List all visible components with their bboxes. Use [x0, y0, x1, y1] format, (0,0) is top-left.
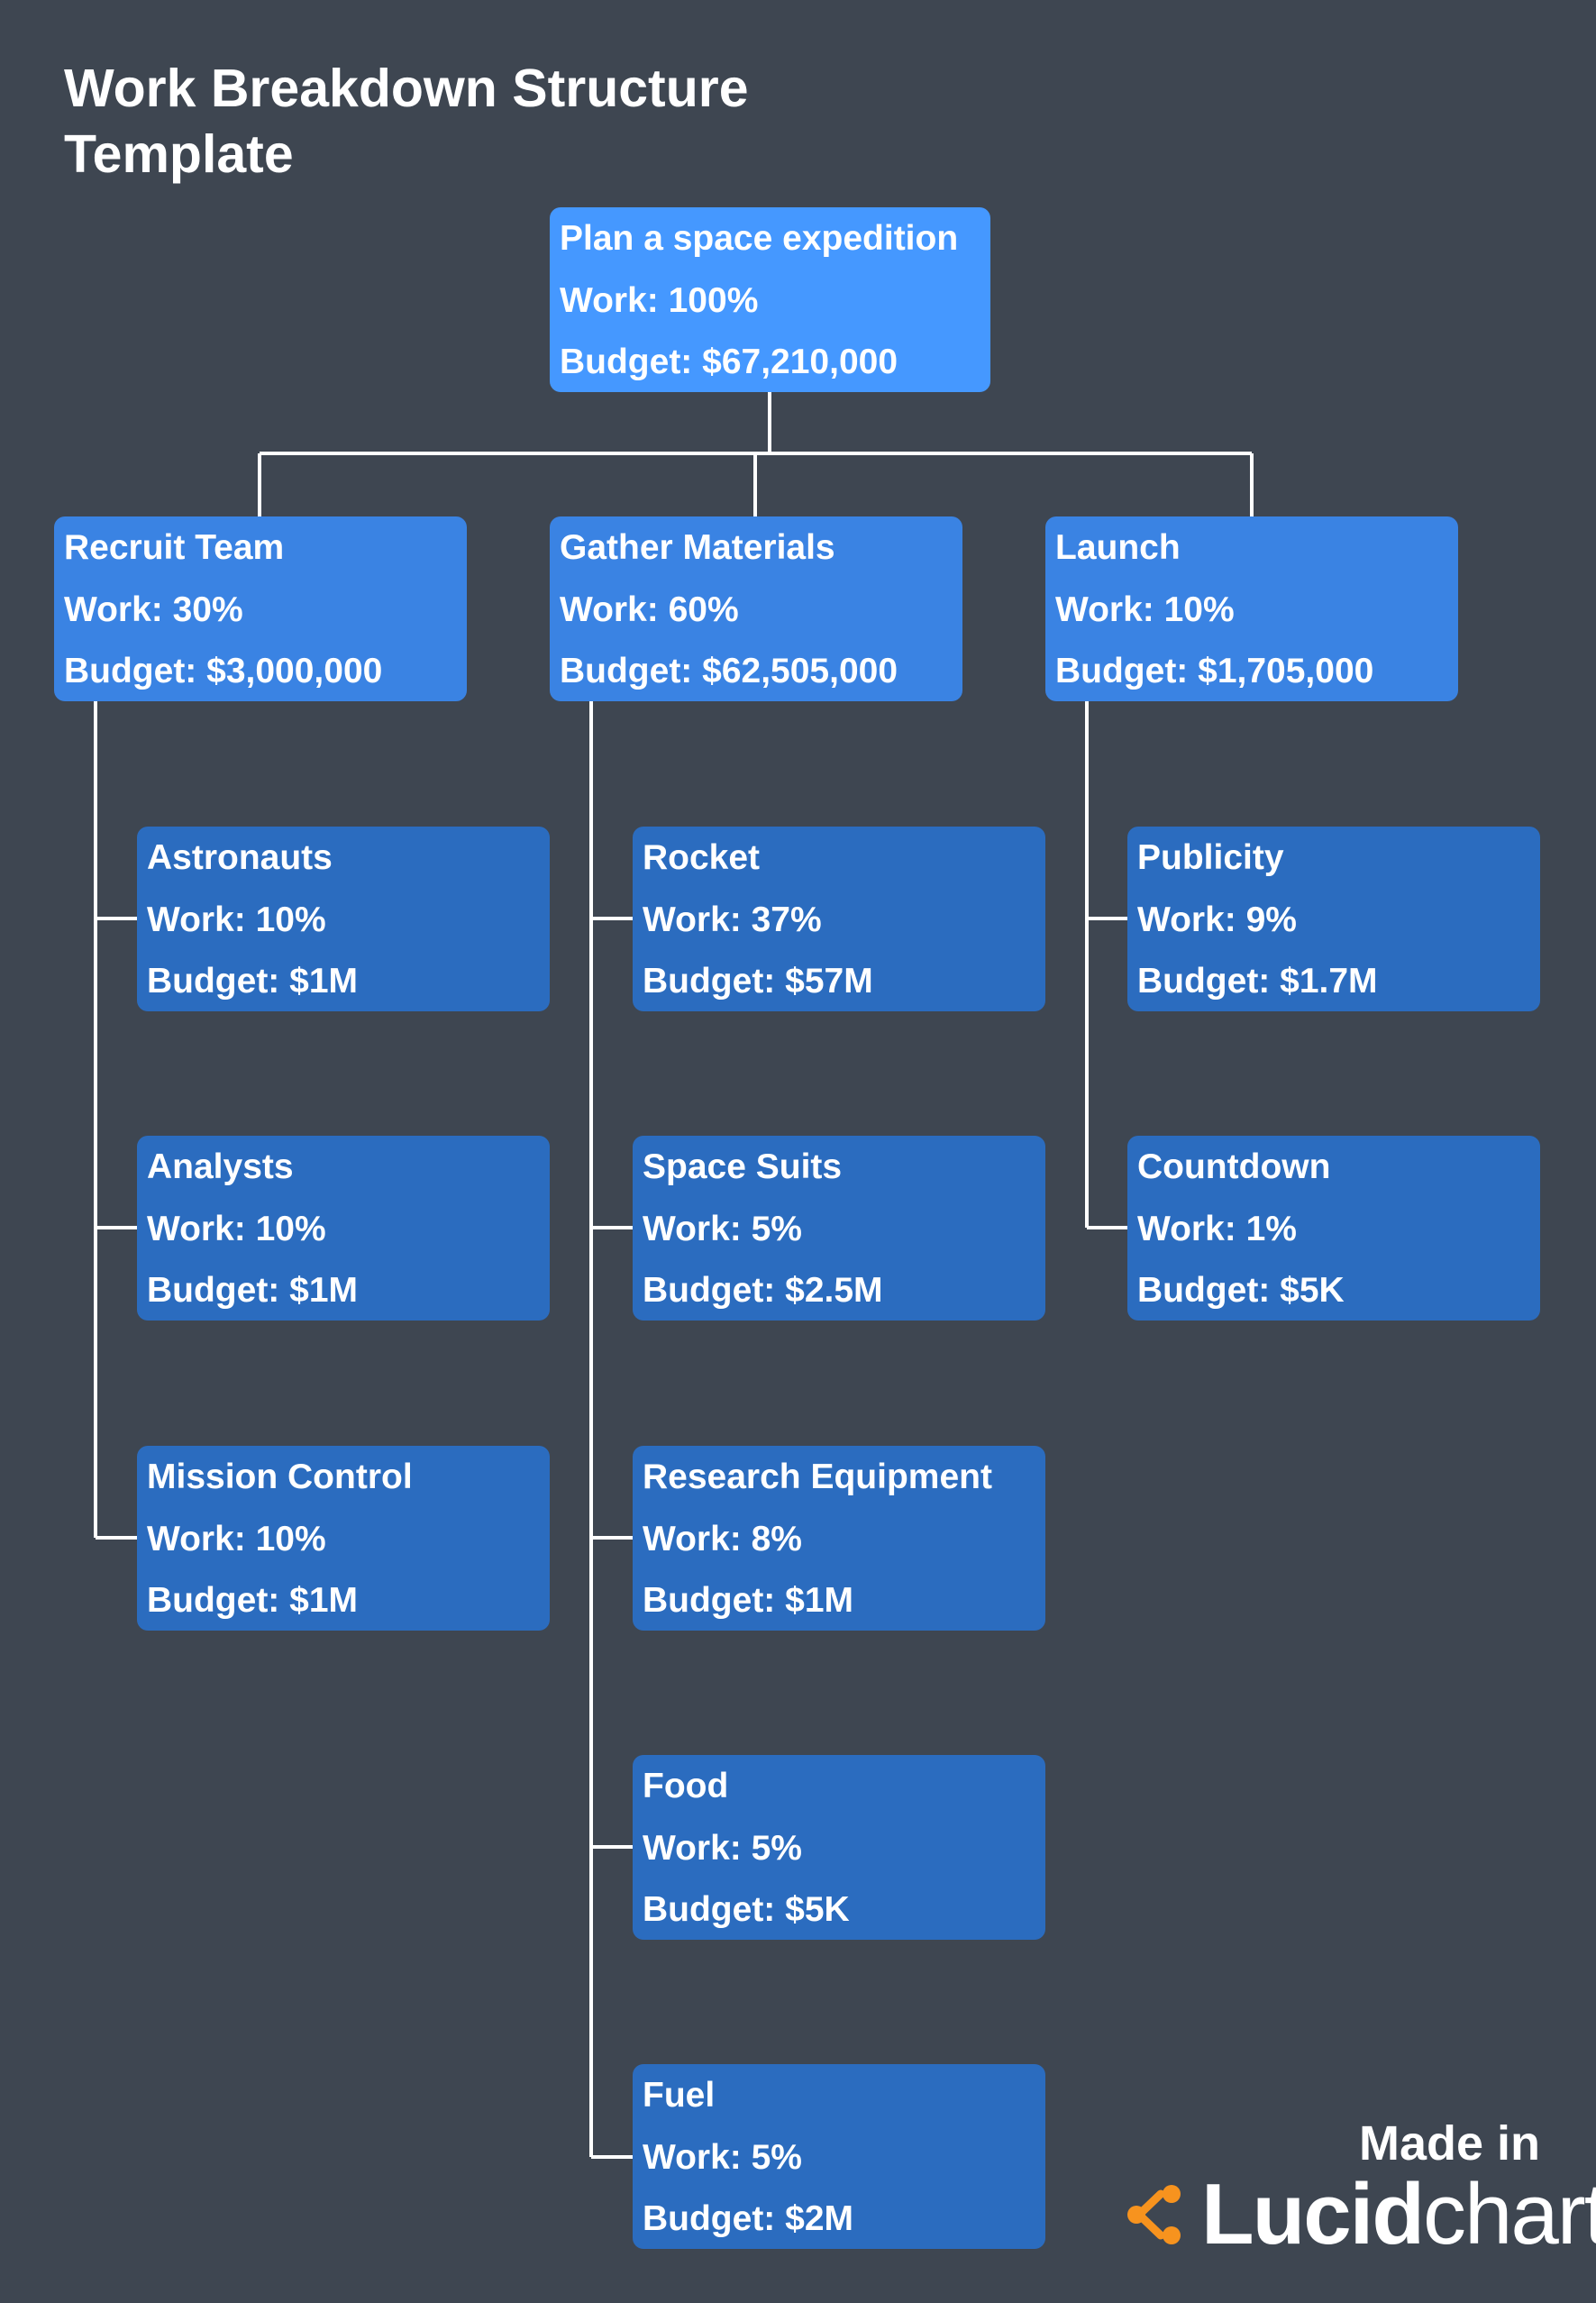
node-budget: Budget: $1M [147, 1581, 358, 1620]
wordmark-lucid: Lucid [1201, 2166, 1425, 2262]
node-name: Fuel [643, 2076, 716, 2115]
node-budget: Budget: $2.5M [643, 1271, 883, 1310]
wbs-node-recruit-team: Recruit Team Work: 30% Budget: $3,000,00… [54, 516, 467, 701]
wbs-node-research-equipment: Research Equipment Work: 8% Budget: $1M [633, 1446, 1045, 1631]
wbs-node-gather-materials: Gather Materials Work: 60% Budget: $62,5… [550, 516, 962, 701]
node-budget: Budget: $62,505,000 [560, 652, 898, 690]
node-budget: Budget: $67,210,000 [560, 343, 898, 381]
node-work: Work: 9% [1137, 900, 1297, 939]
node-name: Countdown [1137, 1147, 1331, 1186]
node-work: Work: 37% [643, 900, 822, 939]
wordmark-chart: chart [1422, 2166, 1596, 2262]
node-work: Work: 10% [147, 1209, 326, 1248]
node-name: Recruit Team [64, 528, 285, 567]
wbs-node-food: Food Work: 5% Budget: $5K [633, 1755, 1045, 1940]
node-budget: Budget: $2M [643, 2199, 853, 2238]
node-work: Work: 60% [560, 589, 739, 629]
wbs-node-astronauts: Astronauts Work: 10% Budget: $1M [137, 827, 550, 1011]
node-budget: Budget: $3,000,000 [64, 652, 383, 690]
node-work: Work: 8% [643, 1519, 802, 1558]
wbs-node-mission-control: Mission Control Work: 10% Budget: $1M [137, 1446, 550, 1631]
wbs-node-fuel: Fuel Work: 5% Budget: $2M [633, 2064, 1045, 2249]
node-name: Publicity [1137, 838, 1284, 877]
node-work: Work: 10% [147, 1519, 326, 1558]
wbs-node-space-suits: Space Suits Work: 5% Budget: $2.5M [633, 1136, 1045, 1321]
diagram-title: Work Breakdown Structure Template [64, 56, 749, 187]
node-name: Launch [1055, 528, 1181, 567]
wbs-node-analysts: Analysts Work: 10% Budget: $1M [137, 1136, 550, 1321]
node-budget: Budget: $57M [643, 962, 873, 1001]
made-in-lucidchart-badge[interactable]: Made in Lucidchart [1122, 2109, 1596, 2267]
node-work: Work: 5% [643, 2137, 802, 2177]
title-line-1: Work Breakdown Structure [64, 59, 749, 118]
wbs-root-node: Plan a space expedition Work: 100% Budge… [550, 207, 990, 392]
node-name: Food [643, 1767, 729, 1805]
wbs-node-launch: Launch Work: 10% Budget: $1,705,000 [1045, 516, 1458, 701]
node-name: Space Suits [643, 1147, 843, 1186]
node-budget: Budget: $5K [1137, 1271, 1345, 1310]
node-name: Gather Materials [560, 528, 835, 567]
node-name: Rocket [643, 838, 761, 877]
node-budget: Budget: $1.7M [1137, 962, 1378, 1001]
made-in-label: Made in [1358, 2116, 1540, 2170]
node-budget: Budget: $1M [643, 1581, 853, 1620]
wbs-node-countdown: Countdown Work: 1% Budget: $5K [1127, 1136, 1540, 1321]
lucidchart-logo-icon [1127, 2185, 1181, 2244]
node-budget: Budget: $5K [643, 1890, 850, 1929]
node-work: Work: 100% [560, 280, 759, 320]
node-name: Astronauts [147, 838, 333, 877]
node-name: Research Equipment [643, 1458, 992, 1496]
node-name: Analysts [147, 1147, 294, 1186]
node-name: Plan a space expedition [560, 219, 959, 258]
node-budget: Budget: $1M [147, 1271, 358, 1310]
title-line-2: Template [64, 124, 294, 184]
node-work: Work: 1% [1137, 1209, 1297, 1248]
node-work: Work: 10% [147, 900, 326, 939]
lucidchart-wordmark: Lucidchart [1201, 2165, 1596, 2264]
node-work: Work: 10% [1055, 589, 1235, 629]
node-budget: Budget: $1,705,000 [1055, 652, 1374, 690]
node-budget: Budget: $1M [147, 962, 358, 1001]
wbs-node-rocket: Rocket Work: 37% Budget: $57M [633, 827, 1045, 1011]
node-work: Work: 5% [643, 1828, 802, 1868]
node-work: Work: 5% [643, 1209, 802, 1248]
node-name: Mission Control [147, 1458, 413, 1496]
node-work: Work: 30% [64, 589, 243, 629]
wbs-node-publicity: Publicity Work: 9% Budget: $1.7M [1127, 827, 1540, 1011]
